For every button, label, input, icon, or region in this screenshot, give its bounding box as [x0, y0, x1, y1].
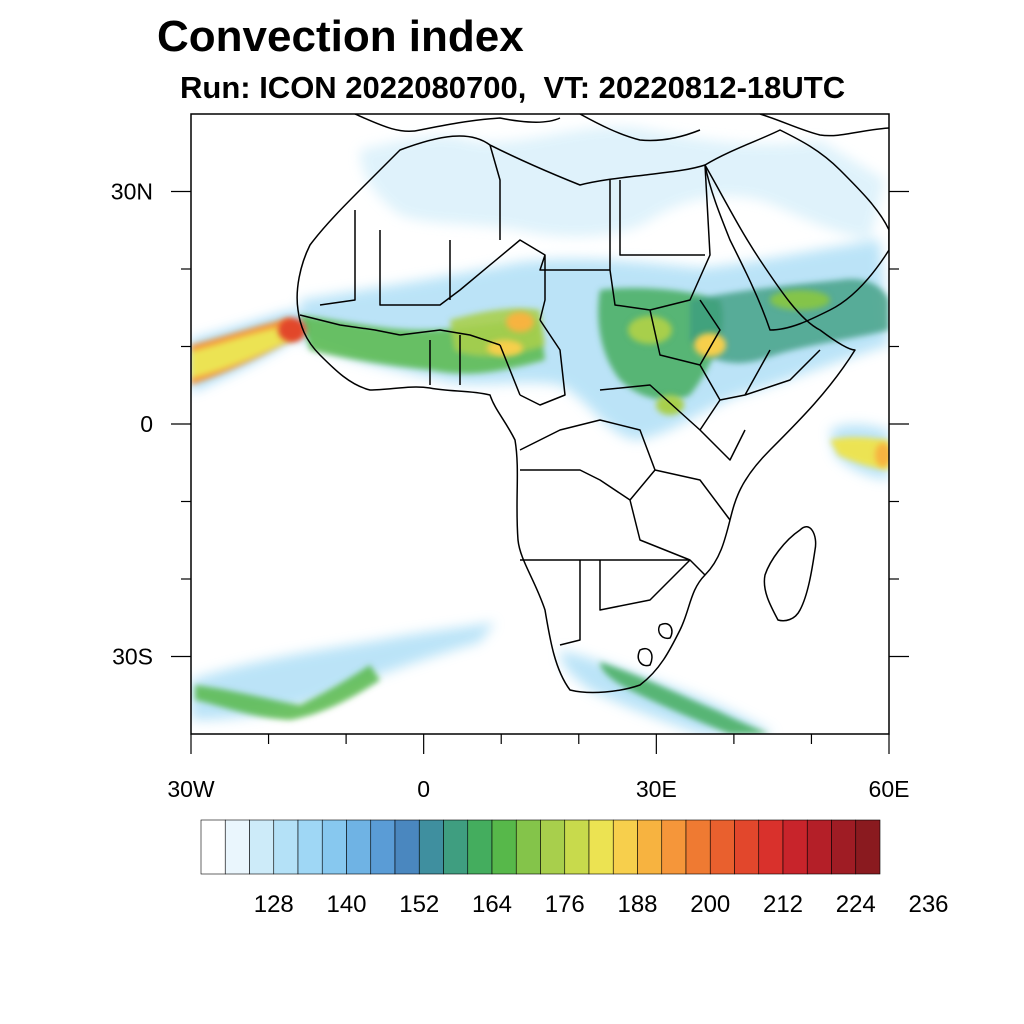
lat-tick-label: 30N	[111, 179, 153, 205]
colorbar-label: 212	[763, 891, 803, 918]
map-title: Convection index	[157, 12, 524, 61]
colorbar-swatch	[273, 819, 299, 875]
convection-field	[191, 126, 889, 734]
convection-area-south-atlantic-front	[191, 622, 495, 720]
colorbar-swatch	[515, 819, 541, 875]
lon-tick-label: 60E	[869, 776, 910, 802]
colorbar-swatch	[734, 819, 760, 875]
colorbar-label: 200	[690, 891, 730, 918]
colorbar-label: 188	[617, 891, 657, 918]
convection-area-guinea-coast-core	[278, 318, 306, 342]
colorbar-swatch	[321, 819, 347, 875]
colorbar-swatch	[224, 819, 250, 875]
map-axes	[171, 190, 909, 754]
lat-tick-label: 0	[140, 411, 153, 437]
latitude-labels: 30N 0 30S	[111, 179, 153, 670]
colorbar	[200, 819, 881, 875]
colorbar-swatch	[443, 819, 469, 875]
colorbar-swatch	[467, 819, 493, 875]
colorbar-label: 236	[908, 891, 948, 918]
colorbar-swatch	[855, 819, 881, 875]
arabia-coastline	[704, 129, 889, 331]
colorbar-label: 224	[836, 891, 876, 918]
colorbar-swatch	[540, 819, 566, 875]
longitude-labels: 30W 0 30E 60E	[167, 776, 909, 802]
colorbar-swatch	[806, 819, 832, 875]
colorbar-swatch	[249, 819, 275, 875]
map-area	[191, 114, 889, 734]
colorbar-swatch	[564, 819, 590, 875]
colorbar-swatch	[685, 819, 711, 875]
colorbar-label: 164	[472, 891, 512, 918]
colorbar-swatch	[637, 819, 663, 875]
colorbar-label: 152	[399, 891, 439, 918]
lon-tick-label: 30E	[636, 776, 677, 802]
lon-tick-label: 0	[417, 776, 430, 802]
colorbar-swatch	[370, 819, 396, 875]
colorbar-label: 140	[326, 891, 366, 918]
colorbar-swatch	[297, 819, 323, 875]
colorbar-swatch	[782, 819, 808, 875]
colorbar-swatch	[346, 819, 372, 875]
colorbar-swatch	[394, 819, 420, 875]
colorbar-swatch	[831, 819, 857, 875]
convection-area-central-africa-band	[628, 316, 672, 344]
convection-area-south-sudan-ethiopia	[694, 333, 726, 357]
map-subtitle: Run: ICON 2022080700, VT: 20220812-18UTC	[180, 70, 846, 105]
colorbar-swatch	[758, 819, 784, 875]
europe-coastline	[354, 114, 889, 142]
convection-area-west-africa-sahel-band	[300, 240, 889, 440]
colorbar-swatch	[418, 819, 444, 875]
convection-area-nigeria-cores	[506, 312, 534, 332]
colorbar-swatch	[588, 819, 614, 875]
convection-area-red-sea-yemen	[770, 290, 830, 310]
lon-tick-label: 30W	[167, 776, 215, 802]
colorbar-swatch	[200, 819, 226, 875]
colorbar-swatch	[612, 819, 638, 875]
madagascar-coastline	[763, 526, 817, 622]
colorbar-swatch	[709, 819, 735, 875]
colorbar-label: 128	[254, 891, 294, 918]
colorbar-swatch	[491, 819, 517, 875]
colorbar-label: 176	[545, 891, 585, 918]
colorbar-labels: 128 140 152 164 176 188 200 212 224 236	[254, 891, 949, 918]
lat-tick-label: 30S	[112, 644, 153, 670]
colorbar-swatch	[661, 819, 687, 875]
map-borders	[296, 114, 889, 694]
